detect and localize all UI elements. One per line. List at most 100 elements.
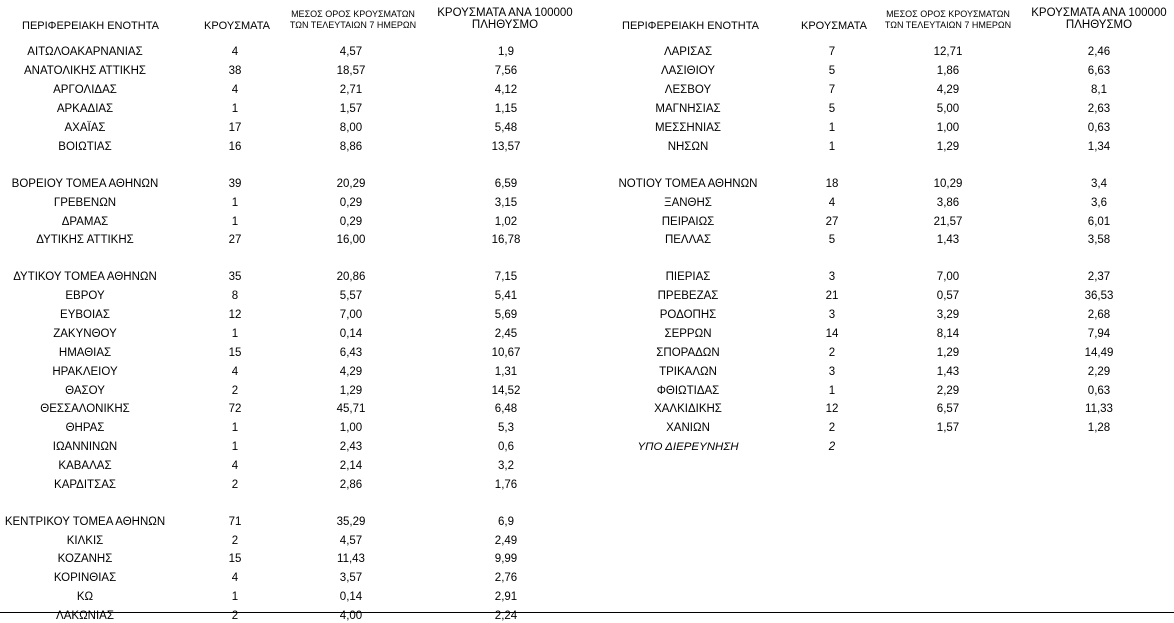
- cell-name: ΠΕΙΡΑΙΩΣ: [661, 216, 715, 228]
- cell-avg: 20,86: [336, 271, 366, 283]
- cell-per100k: 10,67: [491, 347, 521, 359]
- cell-avg: 20,29: [336, 178, 366, 190]
- cell-per100k: 6,9: [498, 516, 514, 528]
- header-per100k-line1: ΚΡΟΥΣΜΑΤΑ ΑΝΑ 100000: [1031, 7, 1167, 19]
- cell-name: ΠΡΕΒΕΖΑΣ: [657, 290, 719, 302]
- cell-per100k: 2,29: [1087, 366, 1111, 378]
- cell-avg: 4,57: [339, 535, 363, 547]
- cell-avg: 16,00: [336, 234, 366, 246]
- cell-avg: 45,71: [336, 403, 366, 415]
- cell-cases: 35: [228, 271, 242, 283]
- cell-avg: 1,29: [936, 347, 960, 359]
- cell-per100k: 2,68: [1087, 309, 1111, 321]
- cell-name: ΚΕΝΤΡΙΚΟΥ ΤΟΜΕΑ ΑΘΗΝΩΝ: [4, 516, 166, 528]
- cell-avg: 8,14: [936, 328, 960, 340]
- cell-cases: 1: [231, 103, 239, 115]
- cell-avg: 12,71: [933, 46, 963, 58]
- cell-name: ΣΕΡΡΩΝ: [664, 328, 712, 340]
- cell-name: ΘΑΣΟΥ: [65, 385, 105, 397]
- cell-avg: 21,57: [933, 216, 963, 228]
- cell-name: ΚΟΡΙΝΘΙΑΣ: [53, 572, 117, 584]
- cell-name: ΒΟΡΕΙΟΥ ΤΟΜΕΑ ΑΘΗΝΩΝ: [11, 178, 159, 190]
- cell-name: ΥΠΟ ΔΙΕΡΕΥΝΗΣΗ: [637, 441, 739, 453]
- header-cases-right: ΚΡΟΥΣΜΑΤΑ: [801, 20, 867, 32]
- cell-avg: 3,86: [936, 197, 960, 209]
- cell-cases: 1: [828, 385, 836, 397]
- cell-cases: 1: [231, 422, 239, 434]
- cell-avg: 5,57: [339, 290, 363, 302]
- cell-name: ΞΑΝΘΗΣ: [664, 197, 712, 209]
- cell-per100k: 2,49: [494, 535, 518, 547]
- cell-per100k: 2,91: [494, 591, 518, 603]
- cell-name: ΚΑΒΑΛΑΣ: [58, 460, 112, 472]
- cell-per100k: 13,57: [491, 141, 521, 153]
- cell-avg: 7,00: [339, 309, 363, 321]
- cell-per100k: 5,41: [494, 290, 518, 302]
- cell-per100k: 16,78: [491, 234, 521, 246]
- cell-name: ΜΑΓΝΗΣΙΑΣ: [655, 103, 721, 115]
- cell-avg: 1,57: [936, 422, 960, 434]
- cell-cases: 38: [228, 65, 242, 77]
- cell-cases: 27: [825, 216, 839, 228]
- cell-avg: 1,29: [339, 385, 363, 397]
- cell-cases: 71: [228, 516, 242, 528]
- cell-per100k: 1,28: [1087, 422, 1111, 434]
- cell-per100k: 9,99: [494, 553, 518, 565]
- cell-name: ΒΟΙΩΤΙΑΣ: [58, 141, 112, 153]
- header-per100k-right: ΚΡΟΥΣΜΑΤΑ ΑΝΑ 100000 ΠΛΗΘΥΣΜΟ: [1029, 7, 1169, 31]
- cell-avg: 5,00: [936, 103, 960, 115]
- header-per100k-line2: ΠΛΗΘΥΣΜΟ: [471, 19, 539, 31]
- header-per100k-line1: ΚΡΟΥΣΜΑΤΑ ΑΝΑ 100000: [437, 7, 573, 19]
- cell-per100k: 7,56: [494, 65, 518, 77]
- cell-name: ΛΕΣΒΟΥ: [664, 84, 712, 96]
- cell-avg: 1,00: [339, 422, 363, 434]
- cell-cases: 39: [228, 178, 242, 190]
- cell-per100k: 1,02: [494, 216, 518, 228]
- cell-avg: 0,57: [936, 290, 960, 302]
- cell-avg: 6,57: [936, 403, 960, 415]
- cell-per100k: 3,4: [1091, 178, 1107, 190]
- cell-cases: 4: [231, 84, 239, 96]
- cell-name: ΗΡΑΚΛΕΙΟΥ: [52, 366, 118, 378]
- cell-cases: 5: [828, 234, 836, 246]
- cell-name: ΜΕΣΣΗΝΙΑΣ: [654, 122, 722, 134]
- cell-avg: 6,43: [339, 347, 363, 359]
- cell-avg: 1,43: [936, 366, 960, 378]
- cell-cases: 12: [228, 309, 242, 321]
- cell-cases: 72: [228, 403, 242, 415]
- cell-cases: 5: [828, 65, 836, 77]
- cell-avg: 1,86: [936, 65, 960, 77]
- cell-cases: 2: [828, 441, 836, 453]
- cell-per100k: 36,53: [1084, 290, 1114, 302]
- cell-cases: 21: [825, 290, 839, 302]
- cell-name: ΙΩΑΝΝΙΝΩΝ: [52, 441, 118, 453]
- cell-per100k: 3,58: [1087, 234, 1111, 246]
- cell-avg: 2,86: [339, 479, 363, 491]
- cell-cases: 2: [231, 385, 239, 397]
- cell-name: ΓΡΕΒΕΝΩΝ: [53, 197, 117, 209]
- header-cases-left: ΚΡΟΥΣΜΑΤΑ: [204, 20, 270, 32]
- cell-cases: 15: [228, 347, 242, 359]
- cell-avg: 1,43: [936, 234, 960, 246]
- cell-per100k: 1,34: [1087, 141, 1111, 153]
- cell-cases: 4: [231, 366, 239, 378]
- cell-per100k: 11,33: [1085, 403, 1113, 415]
- cell-cases: 1: [231, 591, 239, 603]
- cell-per100k: 4,12: [494, 84, 518, 96]
- cell-cases: 15: [228, 553, 242, 565]
- cell-cases: 1: [828, 141, 836, 153]
- cell-cases: 3: [828, 309, 836, 321]
- cell-name: ΚΑΡΔΙΤΣΑΣ: [54, 479, 116, 491]
- cell-avg: 4,29: [936, 84, 960, 96]
- cell-name: ΠΙΕΡΙΑΣ: [665, 271, 711, 283]
- cell-cases: 2: [231, 535, 239, 547]
- cell-per100k: 6,01: [1087, 216, 1111, 228]
- cell-avg: 35,29: [336, 516, 366, 528]
- bottom-divider: [0, 612, 1174, 613]
- cell-avg: 0,14: [339, 591, 363, 603]
- cell-cases: 2: [231, 479, 239, 491]
- cell-name: ΕΒΡΟΥ: [65, 290, 105, 302]
- cell-avg: 0,29: [339, 197, 363, 209]
- cell-cases: 2: [828, 422, 836, 434]
- cell-avg: 8,00: [339, 122, 363, 134]
